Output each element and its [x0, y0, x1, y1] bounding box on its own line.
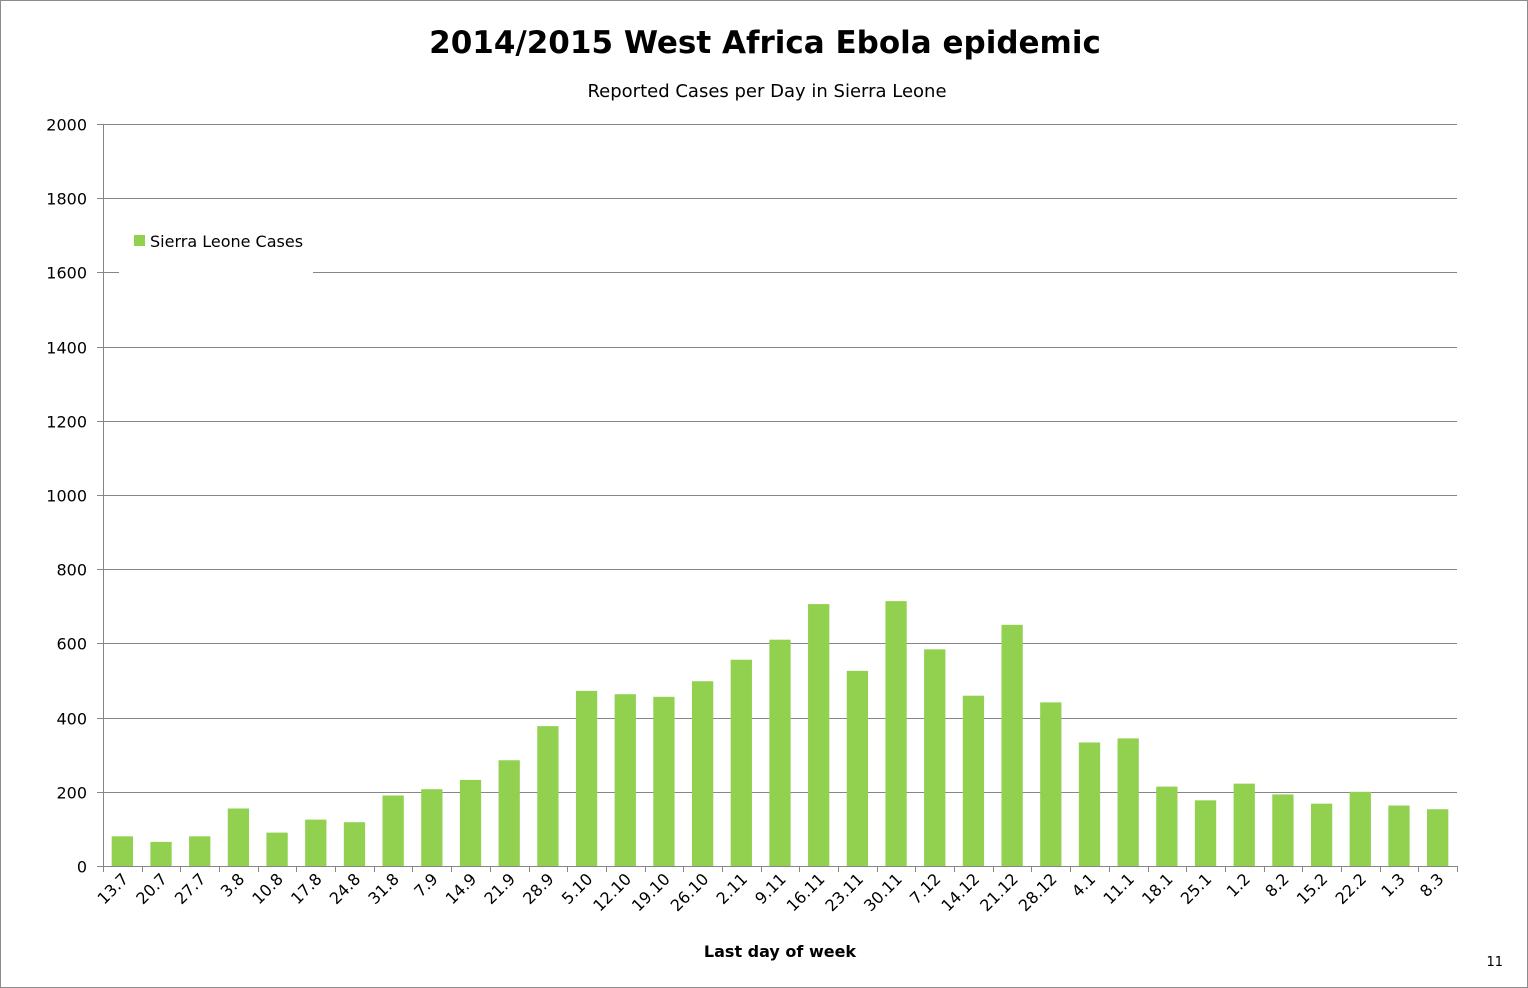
bar — [1272, 794, 1294, 866]
x-tick-label: 1.2 — [1223, 869, 1254, 900]
x-tick-label: 21.12 — [976, 869, 1022, 915]
page-number: 11 — [1486, 955, 1503, 970]
x-tick-label: 2.11 — [713, 869, 752, 908]
x-tick-label: 10.8 — [248, 869, 287, 908]
x-tick-label: 27.7 — [171, 869, 210, 908]
x-tick-label: 16.11 — [783, 869, 829, 915]
chart-title: 2014/2015 West Africa Ebola epidemic — [429, 25, 1101, 61]
bar — [1194, 800, 1217, 866]
bar — [1117, 738, 1139, 866]
x-tick-label: 26.10 — [667, 869, 713, 915]
x-tick-label: 17.8 — [287, 869, 326, 908]
bar — [1040, 702, 1062, 866]
x-tick-label: 13.7 — [94, 869, 133, 908]
y-tick-label: 400 — [56, 710, 87, 729]
bar — [846, 670, 869, 866]
x-tick-label: 28.9 — [519, 869, 558, 908]
x-tick-label: 4.1 — [1068, 869, 1099, 900]
bar — [885, 601, 907, 866]
x-tick-label: 31.8 — [364, 869, 403, 908]
bar — [924, 649, 946, 866]
bar — [150, 841, 172, 866]
x-tick-label: 19.10 — [628, 869, 674, 915]
bar — [382, 795, 404, 866]
y-tick-label: 200 — [56, 784, 87, 803]
bar — [614, 694, 636, 866]
legend-swatch — [134, 235, 145, 246]
bar — [1233, 783, 1255, 866]
x-tick-label: 21.9 — [480, 869, 519, 908]
x-tick-label: 8.3 — [1416, 869, 1447, 900]
x-tick-label: 7.9 — [410, 869, 441, 900]
x-tick-label: 30.11 — [860, 869, 906, 915]
legend-label: Sierra Leone Cases — [150, 232, 303, 251]
bar — [227, 808, 250, 866]
bar — [537, 726, 559, 866]
x-tick-label: 24.8 — [326, 869, 365, 908]
x-tick-label: 14.12 — [937, 869, 983, 915]
y-tick-label: 1200 — [46, 413, 87, 432]
x-tick-label: 8.2 — [1261, 869, 1292, 900]
y-tick-label: 2000 — [46, 116, 87, 135]
bar — [1310, 803, 1333, 866]
x-tick-label: 23.11 — [821, 869, 867, 915]
x-tick-label: 1.3 — [1377, 869, 1408, 900]
bar — [1427, 809, 1449, 866]
bar — [266, 832, 288, 866]
y-tick-label: 800 — [56, 561, 87, 580]
x-tick-label: 14.9 — [442, 869, 481, 908]
bar — [1156, 786, 1178, 866]
bar — [1388, 805, 1410, 866]
bar — [189, 836, 211, 866]
bar — [498, 760, 520, 866]
bar — [421, 789, 443, 866]
y-tick-label: 0 — [77, 858, 87, 877]
bar — [808, 604, 830, 866]
bar — [653, 696, 675, 866]
y-axis-ticks: 0 200 400 600 800 1000 1200 1400 1600 1800 2000 — [46, 116, 103, 877]
legend-background — [119, 199, 313, 273]
bar — [343, 822, 366, 866]
y-tick-label: 600 — [56, 635, 87, 654]
x-tick-label: 25.1 — [1177, 869, 1216, 908]
x-tick-label: 18.1 — [1138, 869, 1177, 908]
axes — [103, 124, 1457, 867]
bar — [459, 779, 482, 866]
y-tick-label: 1600 — [46, 264, 87, 283]
x-tick-label: 12.10 — [589, 869, 635, 915]
legend: Sierra Leone Cases — [119, 199, 313, 273]
bar — [1001, 624, 1023, 866]
y-tick-label: 1400 — [46, 339, 87, 358]
bar — [111, 836, 133, 866]
bar — [575, 690, 598, 866]
x-tick-label: 22.2 — [1331, 869, 1370, 908]
y-tick-label: 1800 — [46, 190, 87, 209]
bar — [730, 659, 752, 866]
bar — [691, 681, 714, 866]
x-tick-label: 11.1 — [1099, 869, 1138, 908]
x-axis-ticks: 13.7 20.7 27.7 3.8 10.8 17.8 24.8 31.8 7.9 14.9 21… — [94, 866, 1458, 915]
x-tick-label: 20.7 — [132, 869, 171, 908]
x-tick-label: 15.2 — [1293, 869, 1332, 908]
bars — [111, 601, 1449, 867]
x-tick-label: 28.12 — [1015, 869, 1061, 915]
bar — [1349, 791, 1371, 866]
bar — [1078, 742, 1101, 866]
x-tick-label: 3.8 — [217, 869, 248, 900]
bar — [962, 695, 985, 866]
y-tick-label: 1000 — [46, 487, 87, 506]
bar — [305, 819, 327, 867]
bar — [769, 639, 791, 866]
chart-subtitle: Reported Cases per Day in Sierra Leone — [587, 81, 946, 102]
gridlines — [103, 124, 1457, 793]
x-axis-label: Last day of week — [704, 942, 857, 961]
